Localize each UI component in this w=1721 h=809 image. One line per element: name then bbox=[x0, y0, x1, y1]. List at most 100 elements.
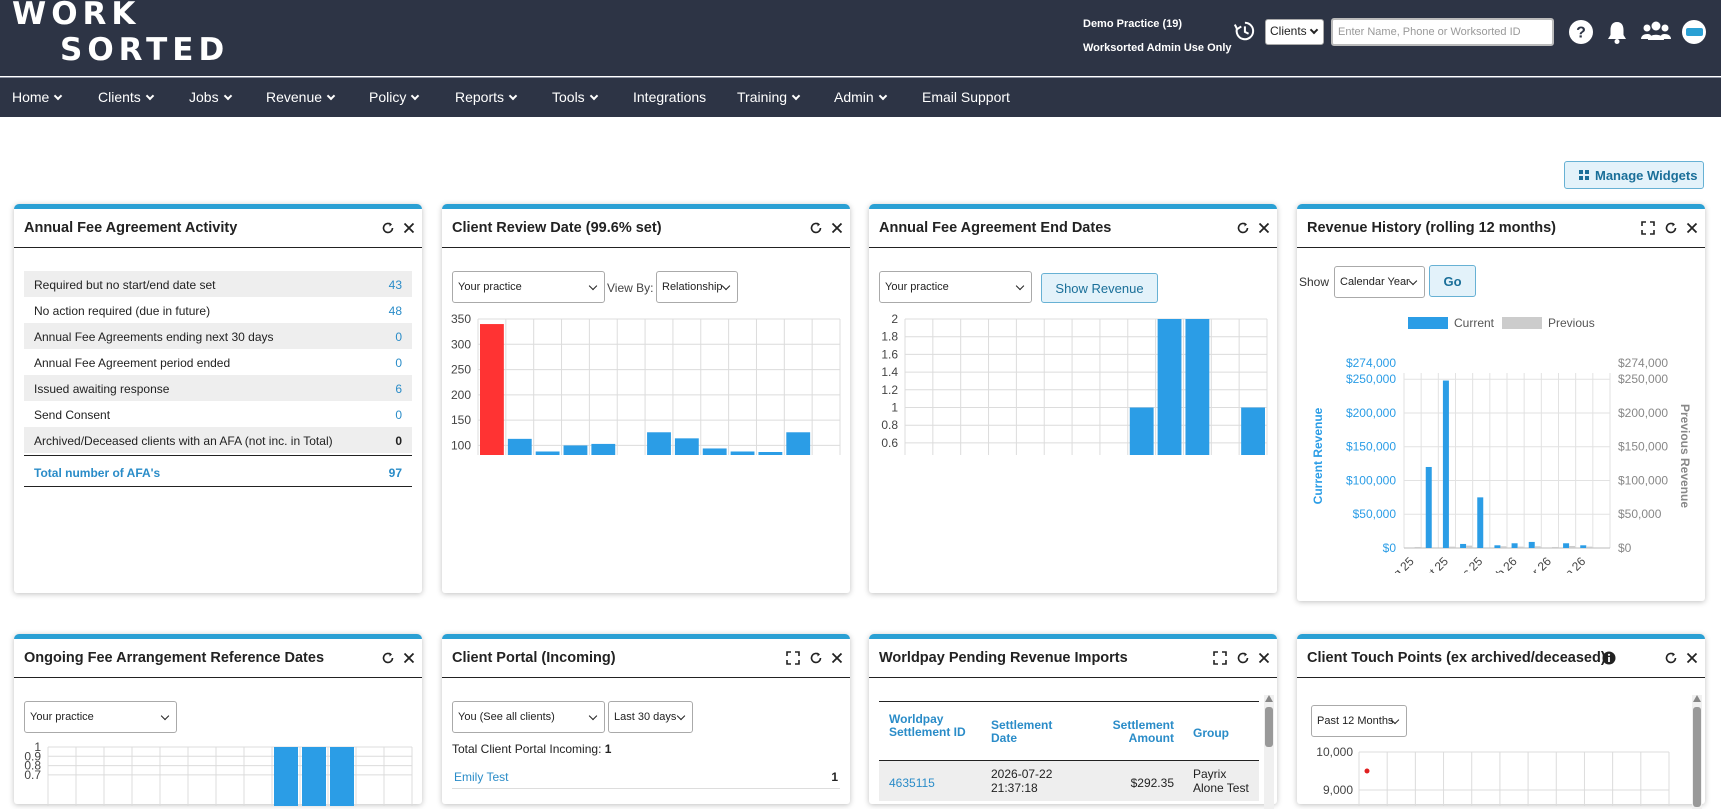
refresh-icon[interactable] bbox=[1236, 221, 1250, 235]
nav-admin-label: Admin bbox=[834, 89, 874, 105]
period-select[interactable]: Past 12 Months bbox=[1311, 705, 1407, 737]
widget-afa-activity: Annual Fee Agreement Activity Required b… bbox=[14, 204, 422, 593]
y-tick-label: 200 bbox=[451, 388, 471, 402]
nav-email-support[interactable]: Email Support bbox=[922, 89, 1010, 105]
x-tick-label: Dec 25 bbox=[1449, 554, 1486, 573]
expand-icon[interactable] bbox=[1641, 221, 1655, 235]
close-icon[interactable] bbox=[1685, 651, 1699, 665]
refresh-icon[interactable] bbox=[1664, 221, 1678, 235]
close-icon[interactable] bbox=[1685, 221, 1699, 235]
period-select[interactable]: Calendar Year bbox=[1334, 266, 1425, 298]
info-icon[interactable] bbox=[1602, 651, 1616, 665]
practice-select[interactable]: Your practice bbox=[452, 271, 605, 303]
row-value-link[interactable]: 0 bbox=[395, 356, 402, 370]
scrollbar-thumb[interactable] bbox=[1265, 707, 1273, 747]
nav-training[interactable]: Training bbox=[737, 89, 801, 105]
close-icon[interactable] bbox=[830, 221, 844, 235]
row-value-link[interactable]: 48 bbox=[388, 304, 402, 318]
x-tick-label: Aug 25 bbox=[1380, 554, 1417, 573]
scrollbar[interactable] bbox=[1692, 695, 1702, 809]
client-link[interactable]: Emily Test bbox=[454, 770, 509, 784]
refresh-icon[interactable] bbox=[381, 651, 395, 665]
nav-clients[interactable]: Clients bbox=[98, 89, 155, 105]
who-select[interactable]: You (See all clients) bbox=[452, 701, 605, 733]
users-icon[interactable] bbox=[1640, 18, 1672, 46]
bell-icon[interactable] bbox=[1603, 18, 1631, 46]
manage-widgets-button[interactable]: Manage Widgets bbox=[1564, 161, 1704, 189]
y-tick-label: 250 bbox=[451, 363, 471, 377]
practice-select[interactable]: Your practice bbox=[879, 271, 1032, 303]
show-revenue-button[interactable]: Show Revenue bbox=[1041, 273, 1158, 303]
table-row[interactable]: No action required (due in future) 48 bbox=[24, 297, 412, 323]
table-row[interactable]: Issued awaiting response 6 bbox=[24, 375, 412, 401]
close-icon[interactable] bbox=[402, 221, 416, 235]
table-total-row[interactable]: Total number of AFA's 97 bbox=[24, 455, 412, 487]
period-select[interactable]: Last 30 days bbox=[608, 701, 693, 733]
row-value-link[interactable]: 43 bbox=[388, 278, 402, 292]
bar-current bbox=[1442, 380, 1449, 548]
search-type-select[interactable]: Clients bbox=[1265, 19, 1324, 45]
nav-reports[interactable]: Reports bbox=[455, 89, 518, 105]
refresh-icon[interactable] bbox=[381, 221, 395, 235]
nav-home[interactable]: Home bbox=[12, 89, 63, 105]
scroll-up-icon[interactable] bbox=[1265, 695, 1273, 702]
close-icon[interactable] bbox=[830, 651, 844, 665]
scroll-up-icon[interactable] bbox=[1693, 695, 1701, 702]
settlement-id-link[interactable]: 4635115 bbox=[889, 776, 935, 790]
col-header-date[interactable]: Settlement Date bbox=[991, 718, 1053, 745]
avatar-icon[interactable] bbox=[1680, 18, 1708, 46]
scrollbar[interactable] bbox=[1264, 695, 1274, 809]
revenue-history-chart: Current Previous $0 $0 $50,000 $50,000 $100,00… bbox=[1311, 316, 1692, 573]
view-by-select[interactable]: Relationship bbox=[656, 271, 738, 303]
table-row[interactable]: Send Consent 0 bbox=[24, 401, 412, 427]
refresh-icon[interactable] bbox=[809, 221, 823, 235]
nav-policy[interactable]: Policy bbox=[369, 89, 420, 105]
nav-training-label: Training bbox=[737, 89, 788, 105]
y-tick-label: 150 bbox=[451, 413, 471, 427]
total-value: 1 bbox=[604, 742, 612, 756]
row-value-link[interactable]: 6 bbox=[395, 382, 402, 396]
total-value[interactable]: 97 bbox=[388, 466, 402, 480]
go-button[interactable]: Go bbox=[1429, 265, 1476, 297]
close-icon[interactable] bbox=[1257, 651, 1271, 665]
widget-worldpay: Worldpay Pending Revenue Imports Worldpa… bbox=[869, 634, 1277, 809]
col-header-id[interactable]: Worldpay Settlement ID bbox=[889, 712, 966, 739]
table-row[interactable]: Annual Fee Agreement period ended 0 bbox=[24, 349, 412, 375]
y2-tick-label: $200,000 bbox=[1618, 406, 1668, 420]
nav-admin[interactable]: Admin bbox=[834, 89, 887, 105]
search-input[interactable]: Enter Name, Phone or Worksorted ID bbox=[1331, 18, 1554, 46]
legend-swatch-current bbox=[1408, 317, 1448, 329]
scrollbar-thumb[interactable] bbox=[1693, 707, 1701, 807]
refresh-icon[interactable] bbox=[1236, 651, 1250, 665]
y-axis-title: Current Revenue bbox=[1311, 407, 1325, 504]
practice-select[interactable]: Your practice bbox=[24, 701, 177, 733]
help-icon[interactable]: ? bbox=[1567, 18, 1595, 46]
table-row: Archived/Deceased clients with an AFA (n… bbox=[24, 427, 412, 453]
bar-previous bbox=[1534, 546, 1541, 548]
expand-icon[interactable] bbox=[1213, 651, 1227, 665]
y-tick-label: $250,000 bbox=[1346, 372, 1396, 386]
expand-icon[interactable] bbox=[786, 651, 800, 665]
row-value-link[interactable]: 0 bbox=[395, 408, 402, 422]
practice-subtitle: Worksorted Admin Use Only bbox=[1083, 42, 1232, 54]
col-header-group[interactable]: Group bbox=[1193, 726, 1229, 740]
nav-integrations[interactable]: Integrations bbox=[633, 89, 706, 105]
table-row[interactable]: Required but no start/end date set 43 bbox=[24, 271, 412, 297]
nav-revenue[interactable]: Revenue bbox=[266, 89, 336, 105]
refresh-icon[interactable] bbox=[1664, 651, 1678, 665]
y-tick-label: 1.4 bbox=[881, 365, 898, 379]
col-header-amount[interactable]: Settlement Amount bbox=[1112, 718, 1174, 745]
close-icon[interactable] bbox=[402, 651, 416, 665]
close-icon[interactable] bbox=[1257, 221, 1271, 235]
nav-tools-label: Tools bbox=[552, 89, 585, 105]
nav-jobs[interactable]: Jobs bbox=[189, 89, 232, 105]
practice-name: Demo Practice (19) bbox=[1083, 18, 1183, 30]
table-row[interactable]: Annual Fee Agreements ending next 30 day… bbox=[24, 323, 412, 349]
history-icon[interactable] bbox=[1233, 20, 1255, 42]
y-tick-label: 0.7 bbox=[24, 768, 41, 782]
nav-email-support-label: Email Support bbox=[922, 89, 1010, 105]
nav-tools[interactable]: Tools bbox=[552, 89, 598, 105]
y-tick-label: 1 bbox=[34, 740, 41, 754]
row-value-link[interactable]: 0 bbox=[395, 330, 402, 344]
refresh-icon[interactable] bbox=[809, 651, 823, 665]
